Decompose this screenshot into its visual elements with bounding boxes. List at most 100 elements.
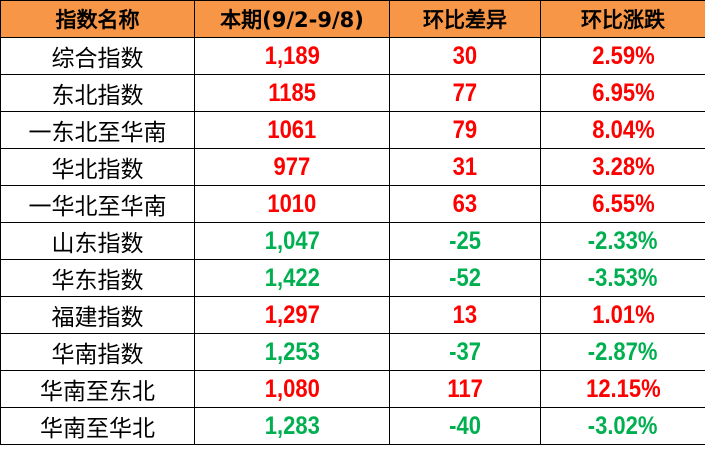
diff-cell-text: -37 <box>449 337 481 366</box>
current-value-cell: 1,047 <box>194 222 390 260</box>
index-table: 指数名称 本期(9/2-9/8) 环比差异 环比涨跌 综合指数 1,189 30 2.… <box>0 0 705 445</box>
diff-cell-text: -40 <box>449 411 481 440</box>
diff-cell: 63 <box>389 185 541 223</box>
index-name-cell: 一华北至华南 <box>0 185 195 223</box>
current-value-cell-text: 1010 <box>267 189 317 218</box>
pct-change-cell-text: 2.59% <box>591 41 655 70</box>
pct-change-cell: -2.87% <box>540 333 705 371</box>
table-row: 福建指数 1,297 13 1.01% <box>0 296 705 334</box>
table-row: 一华北至华南 1010 63 6.55% <box>0 185 705 223</box>
index-name-cell-text: 华南指数 <box>51 342 144 368</box>
table-row: 综合指数 1,189 30 2.59% <box>0 37 705 75</box>
table-row: 华南至华北 1,283 -40 -3.02% <box>0 407 705 445</box>
diff-cell: -25 <box>389 222 541 260</box>
index-name-cell-text: 东北指数 <box>51 83 144 109</box>
index-name-cell-text: 华南至东北 <box>40 379 155 405</box>
current-value-cell: 1,422 <box>194 259 390 297</box>
pct-change-cell: 6.95% <box>540 74 705 112</box>
header-pct-change: 环比涨跌 <box>540 0 705 38</box>
index-name-cell: 华东指数 <box>0 259 195 297</box>
diff-cell: 117 <box>389 370 541 408</box>
current-value-cell: 1185 <box>194 74 390 112</box>
diff-cell-text: 13 <box>452 300 478 329</box>
diff-cell: 30 <box>389 37 541 75</box>
pct-change-cell-text: -2.87% <box>588 337 658 366</box>
pct-change-cell: 6.55% <box>540 185 705 223</box>
current-value-cell-text: 1,080 <box>264 374 320 403</box>
pct-change-cell: 12.15% <box>540 370 705 408</box>
current-value-cell-text: 1,253 <box>264 337 320 366</box>
diff-cell: 31 <box>389 148 541 186</box>
diff-cell-text: 117 <box>447 374 483 403</box>
current-value-cell-text: 1,422 <box>264 263 320 292</box>
index-name-cell-text: 福建指数 <box>51 305 144 331</box>
diff-cell-text: 63 <box>452 189 478 218</box>
index-name-cell-text: 一华北至华南 <box>28 194 167 220</box>
index-name-cell-text: 山东指数 <box>51 231 144 257</box>
current-value-cell: 1,253 <box>194 333 390 371</box>
pct-change-cell: -2.33% <box>540 222 705 260</box>
current-value-cell-text: 1,189 <box>264 41 320 70</box>
current-value-cell: 1,297 <box>194 296 390 334</box>
index-name-cell: 华南至东北 <box>0 370 195 408</box>
pct-change-cell: 2.59% <box>540 37 705 75</box>
pct-change-cell-text: -2.33% <box>588 226 658 255</box>
pct-change-cell: 3.28% <box>540 148 705 186</box>
pct-change-cell: -3.53% <box>540 259 705 297</box>
index-name-cell: 山东指数 <box>0 222 195 260</box>
pct-change-cell-text: -3.53% <box>588 263 658 292</box>
index-name-cell: 综合指数 <box>0 37 195 75</box>
diff-cell: 77 <box>389 74 541 112</box>
pct-change-cell-text: 1.01% <box>591 300 655 329</box>
current-value-cell-text: 1061 <box>267 115 317 144</box>
current-value-cell: 977 <box>194 148 390 186</box>
current-value-cell-text: 977 <box>273 152 311 181</box>
table-row: 一东北至华南 1061 79 8.04% <box>0 111 705 149</box>
current-value-cell-text: 1,283 <box>264 411 320 440</box>
index-name-cell: 华北指数 <box>0 148 195 186</box>
index-name-cell-text: 华南至华北 <box>40 416 155 442</box>
diff-cell-text: 31 <box>452 152 478 181</box>
header-current-period: 本期(9/2-9/8) <box>194 0 390 38</box>
diff-cell: 79 <box>389 111 541 149</box>
table-row: 华北指数 977 31 3.28% <box>0 148 705 186</box>
table-row: 华南至东北 1,080 117 12.15% <box>0 370 705 408</box>
diff-cell: -37 <box>389 333 541 371</box>
index-name-cell-text: 华东指数 <box>51 268 144 294</box>
pct-change-cell-text: 8.04% <box>591 115 655 144</box>
diff-cell-text: -52 <box>449 263 481 292</box>
pct-change-cell-text: -3.02% <box>588 411 658 440</box>
pct-change-cell-text: 6.55% <box>591 189 655 218</box>
index-name-cell: 东北指数 <box>0 74 195 112</box>
index-name-cell-text: 综合指数 <box>51 46 144 72</box>
pct-change-cell: -3.02% <box>540 407 705 445</box>
pct-change-cell-text: 6.95% <box>591 78 655 107</box>
table-row: 山东指数 1,047 -25 -2.33% <box>0 222 705 260</box>
pct-change-cell-text: 3.28% <box>591 152 655 181</box>
current-value-cell: 1,080 <box>194 370 390 408</box>
diff-cell: -40 <box>389 407 541 445</box>
pct-change-cell: 8.04% <box>540 111 705 149</box>
index-name-cell-text: 华北指数 <box>51 157 144 183</box>
pct-change-cell: 1.01% <box>540 296 705 334</box>
index-name-cell: 华南指数 <box>0 333 195 371</box>
diff-cell-text: -25 <box>449 226 481 255</box>
current-value-cell: 1,283 <box>194 407 390 445</box>
table-row: 东北指数 1185 77 6.95% <box>0 74 705 112</box>
current-value-cell-text: 1185 <box>268 78 316 107</box>
table-row: 华南指数 1,253 -37 -2.87% <box>0 333 705 371</box>
index-name-cell: 一东北至华南 <box>0 111 195 149</box>
current-value-cell-text: 1,047 <box>264 226 320 255</box>
pct-change-cell-text: 12.15% <box>585 374 661 403</box>
diff-cell: -52 <box>389 259 541 297</box>
current-value-cell: 1061 <box>194 111 390 149</box>
index-name-cell-text: 一东北至华南 <box>28 120 167 146</box>
current-value-cell: 1010 <box>194 185 390 223</box>
index-name-cell: 福建指数 <box>0 296 195 334</box>
header-diff: 环比差异 <box>389 0 541 38</box>
table-row: 华东指数 1,422 -52 -3.53% <box>0 259 705 297</box>
diff-cell: 13 <box>389 296 541 334</box>
table-body: 综合指数 1,189 30 2.59% 东北指数 1185 77 6.95% 一东北至华南 106… <box>0 37 705 445</box>
index-name-cell: 华南至华北 <box>0 407 195 445</box>
header-index-name: 指数名称 <box>0 0 195 38</box>
